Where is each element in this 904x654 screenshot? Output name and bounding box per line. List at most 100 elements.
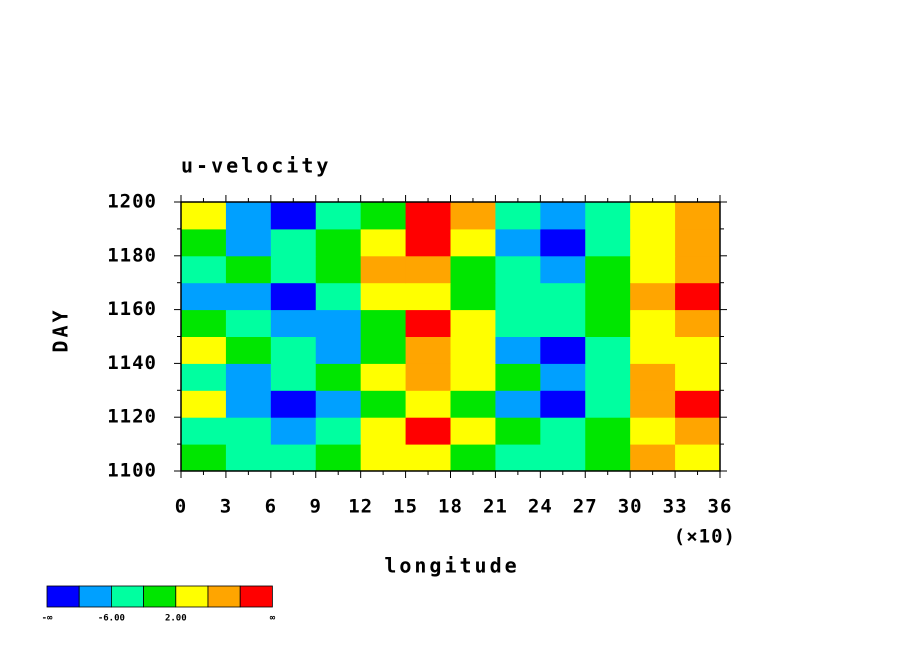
colorbar-swatch [111,585,145,608]
x-tick-label: 33 [663,496,688,518]
field-cell [495,417,541,445]
field-cell [675,390,721,418]
field-cell [585,228,631,257]
field-cell [315,228,362,257]
field-cell [181,444,227,472]
field-cell [495,202,541,230]
colorbar-label: ∞ [270,614,276,624]
x-tick-label: 9 [310,496,322,518]
field-cell [585,363,631,391]
field-cell [360,255,407,284]
field-cell [450,390,496,418]
field-cell [315,444,362,472]
field-cell [270,417,317,445]
colorbar-swatch [175,585,209,608]
x-tick-label: 36 [708,496,733,518]
field-cell [181,390,227,418]
field-cell [360,282,407,311]
x-tick-label: 6 [265,496,277,518]
field-cell [225,444,272,472]
field-cell [225,417,272,445]
field-cell [181,282,227,311]
field-cell [360,202,407,230]
y-tick-label: 1140 [107,352,157,374]
field-cell [181,309,227,337]
field-cell [495,390,541,418]
field-cell [225,336,272,364]
field-cell [225,282,272,311]
colorbar-label: -6.00 [98,614,125,624]
field-cell [181,336,227,364]
field-cell [450,417,496,445]
x-tick-label: 3 [220,496,232,518]
field-cell [315,417,362,445]
field-cell [675,363,721,391]
y-tick-label: 1200 [107,191,157,213]
field-cell [540,282,586,311]
field-cell [495,255,541,284]
field-cell [585,255,631,284]
x-tick-label: 27 [573,496,598,518]
field-cell [585,444,631,472]
field-cell [315,282,362,311]
field-cell [585,336,631,364]
field-cell [225,363,272,391]
field-cell [360,309,407,337]
field-cell [405,202,451,230]
field-cell [540,202,586,230]
field-cell [360,228,407,257]
field-cell [630,390,676,418]
field-cell [585,309,631,337]
field-cell [630,444,676,472]
field-cell [405,444,451,472]
field-cell [405,255,451,284]
x-tick-label: 18 [438,496,463,518]
y-axis-label: DAY [49,307,73,352]
field-cell [270,309,317,337]
field-cell [225,309,272,337]
field-cell [360,444,407,472]
field-cell [181,255,227,284]
y-tick-label: 1120 [107,406,157,428]
colorbar-label: 2.00 [165,614,187,624]
field-cell [675,228,721,257]
colorbar-swatch [78,585,112,608]
colorbar-swatch [207,585,241,608]
field-cell [270,228,317,257]
field-cell [181,417,227,445]
field-cell [360,363,407,391]
field-cell [495,363,541,391]
field-cell [315,390,362,418]
field-cell [225,202,272,230]
field-cell [270,282,317,311]
field-cell [405,228,451,257]
x-tick-label: 12 [348,496,373,518]
field-cell [540,255,586,284]
field-cell [450,228,496,257]
field-cell [315,363,362,391]
field-cell [585,390,631,418]
field-cell [270,444,317,472]
field-cell [450,255,496,284]
field-cell [450,282,496,311]
field-cell [540,390,586,418]
y-tick-label: 1100 [107,460,157,482]
x-tick-label: 24 [528,496,553,518]
field-cell [270,202,317,230]
field-cell [315,309,362,337]
colorbar-swatch [239,585,273,608]
field-cell [675,255,721,284]
field-cell [450,363,496,391]
field-cell [360,390,407,418]
field-cell [630,282,676,311]
field-cell [585,202,631,230]
field-cell [495,228,541,257]
field-cell [630,309,676,337]
colorbar-swatch [143,585,177,608]
field-cell [225,255,272,284]
x-axis-label: longitude [384,554,519,578]
field-cell [540,309,586,337]
field-cell [675,336,721,364]
field-cell [540,363,586,391]
field-cell [405,336,451,364]
